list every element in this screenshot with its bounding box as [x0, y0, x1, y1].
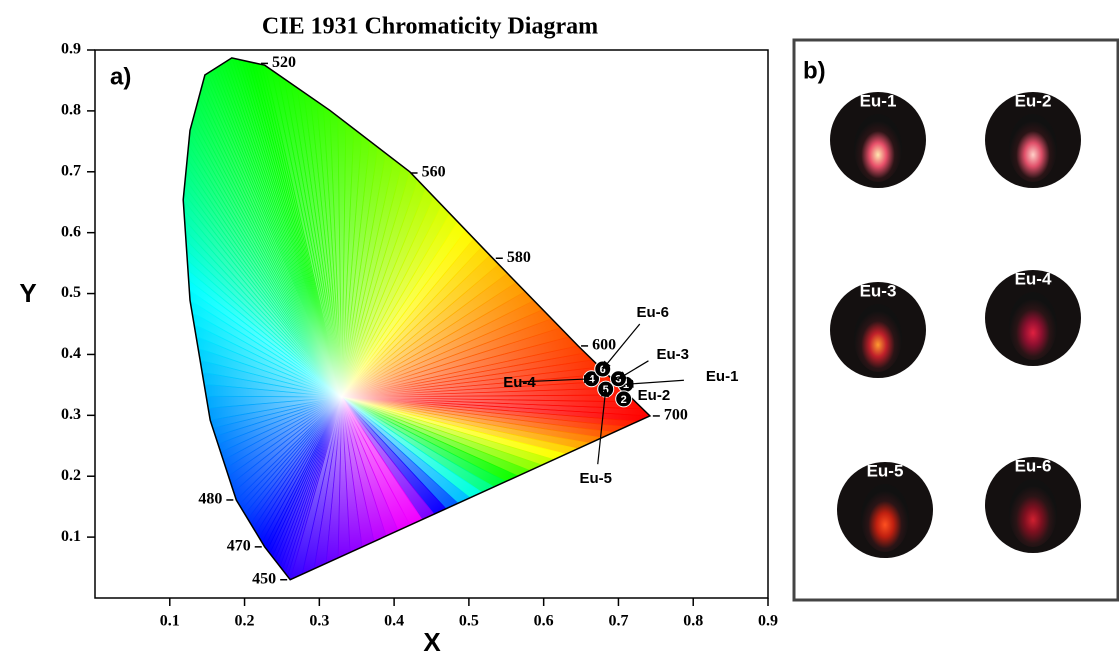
x-tick-label: 0.1 — [160, 613, 180, 630]
annotation-arrow — [625, 379, 684, 388]
wavelength-label: 470 — [227, 538, 251, 555]
x-tick-label: 0.6 — [534, 613, 554, 630]
sample-label: Eu-6 — [1015, 456, 1052, 475]
point-label: 3 — [615, 374, 621, 386]
annotation: Eu-4 — [503, 374, 536, 391]
sample-label: Eu-4 — [1015, 269, 1052, 288]
annotation: Eu-3 — [656, 346, 689, 363]
chart-title: CIE 1931 Chromaticity Diagram — [262, 14, 598, 40]
y-axis-label: Y — [19, 278, 36, 308]
x-tick-label: 0.7 — [608, 613, 628, 630]
point-label: 6 — [600, 364, 606, 376]
sample-glow — [854, 304, 902, 372]
wavelength-label: 480 — [198, 491, 222, 508]
annotation-arrow — [617, 360, 649, 380]
wavelength-label: 700 — [664, 407, 688, 424]
sample-label: Eu-3 — [860, 281, 897, 300]
y-tick-label: 0.7 — [61, 162, 81, 179]
x-tick-label: 0.8 — [683, 613, 703, 630]
annotation: Eu-1 — [706, 368, 739, 385]
sample-glow — [1009, 479, 1057, 547]
y-tick-label: 0.2 — [61, 467, 81, 484]
wavelength-label: 580 — [507, 249, 531, 266]
y-tick-label: 0.3 — [61, 406, 81, 423]
y-tick-label: 0.1 — [61, 528, 81, 545]
data-point — [615, 390, 633, 408]
sample-glow — [1009, 292, 1057, 360]
sample-glow — [861, 484, 909, 552]
y-tick-label: 0.8 — [61, 102, 81, 119]
point-label: 2 — [621, 394, 627, 406]
y-tick-label: 0.6 — [61, 223, 81, 240]
y-tick-label: 0.9 — [61, 41, 81, 58]
x-axis-label: X — [423, 627, 441, 657]
sample-label: Eu-1 — [860, 91, 897, 110]
y-tick-label: 0.5 — [61, 284, 81, 301]
wavelength-label: 520 — [272, 54, 296, 71]
photo-grid: Eu-1 Eu-2 Eu-3 Eu-4 Eu-5 Eu-6 — [830, 91, 1081, 558]
x-tick-label: 0.3 — [309, 613, 329, 630]
point-label: 4 — [588, 374, 595, 386]
x-tick-label: 0.4 — [384, 613, 404, 630]
sample-label: Eu-5 — [867, 461, 904, 480]
panel-label: b) — [803, 57, 826, 84]
spectral-locus — [182, 57, 652, 581]
sample-glow — [854, 114, 902, 182]
annotation: Eu-2 — [638, 387, 671, 404]
panel-label: a) — [110, 63, 131, 90]
plot-frame — [94, 49, 769, 599]
x-tick-label: 0.9 — [758, 613, 778, 630]
annotation-arrow — [521, 374, 593, 384]
wavelength-label: 450 — [252, 570, 276, 587]
sample-glow — [1009, 114, 1057, 182]
annotation-arrow — [602, 323, 641, 370]
x-tick-label: 0.5 — [459, 613, 479, 630]
annotation-arrow — [597, 388, 610, 465]
chromaticity-fill — [182, 57, 651, 581]
x-tick-label: 0.2 — [235, 613, 255, 630]
annotation: Eu-6 — [636, 304, 669, 321]
annotation: Eu-5 — [579, 470, 612, 487]
wavelength-label: 600 — [592, 337, 616, 354]
y-tick-label: 0.4 — [61, 345, 81, 362]
wavelength-label: 560 — [422, 164, 446, 181]
sample-label: Eu-2 — [1015, 91, 1052, 110]
